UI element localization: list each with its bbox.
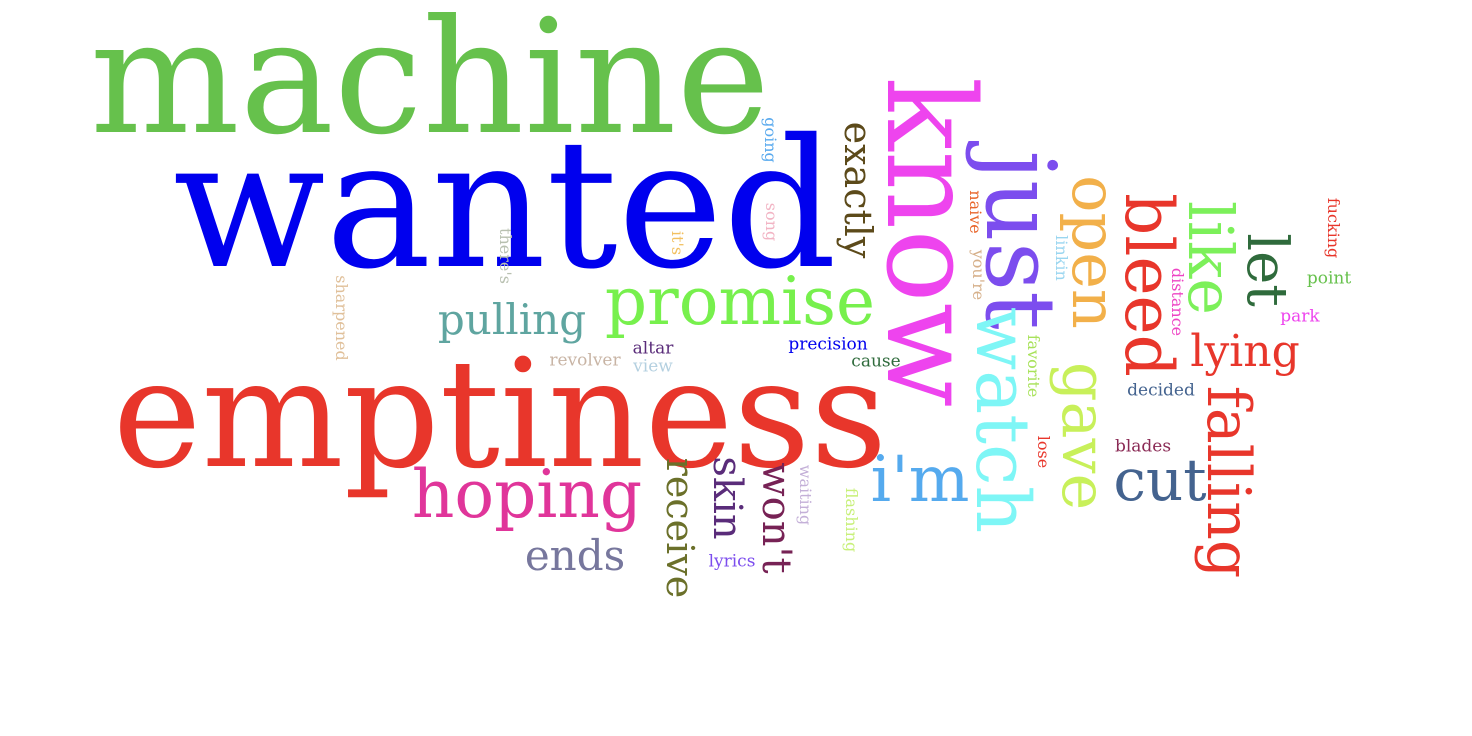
word-altar: altar <box>632 338 674 359</box>
word-promise: promise <box>604 263 876 340</box>
word-pulling: pulling <box>437 295 587 344</box>
word-cause: cause <box>851 351 901 372</box>
word-flashing: flashing <box>842 487 861 553</box>
word-emptiness: emptiness <box>112 328 888 502</box>
word-decided: decided <box>1127 380 1195 401</box>
word-exactly: exactly <box>836 121 880 259</box>
word-point: point <box>1306 268 1352 289</box>
word-precision: precision <box>788 334 868 355</box>
word-lying: lying <box>1190 326 1300 377</box>
word-revolver: revolver <box>549 350 621 371</box>
word-waiting: waiting <box>796 464 815 526</box>
word-sharpened: sharpened <box>332 275 351 361</box>
word-fucking: fucking <box>1324 197 1343 259</box>
word-theres: there's <box>496 228 515 284</box>
word-its: it's <box>668 230 687 256</box>
word-distance: distance <box>1168 267 1187 337</box>
word-going: going <box>761 117 780 163</box>
word-let: let <box>1234 233 1299 307</box>
word-wanted: wanted <box>173 101 837 308</box>
word-like: like <box>1174 201 1247 315</box>
word-gave: gave <box>1048 361 1121 511</box>
word-linkin: linkin <box>1052 235 1071 281</box>
word-im: i'm <box>870 443 970 517</box>
word-cut: cut <box>1113 446 1207 514</box>
word-falling: falling <box>1193 385 1263 579</box>
word-machine: machine <box>89 0 771 170</box>
word-park: park <box>1280 306 1320 327</box>
word-hoping: hoping <box>411 456 643 533</box>
word-favorite: favorite <box>1024 334 1043 398</box>
word-lose: lose <box>1034 435 1053 469</box>
word-ends: ends <box>524 531 626 580</box>
word-youre: you're <box>969 249 988 301</box>
word-blades: blades <box>1114 436 1172 457</box>
word-wont: won't <box>753 462 799 574</box>
word-view: view <box>633 356 673 377</box>
word-skin: skin <box>704 456 750 540</box>
word-receive: receive <box>658 457 702 599</box>
word-naive: naive <box>966 190 985 234</box>
word-lyrics: lyrics <box>708 551 756 572</box>
word-song: song <box>762 202 781 242</box>
